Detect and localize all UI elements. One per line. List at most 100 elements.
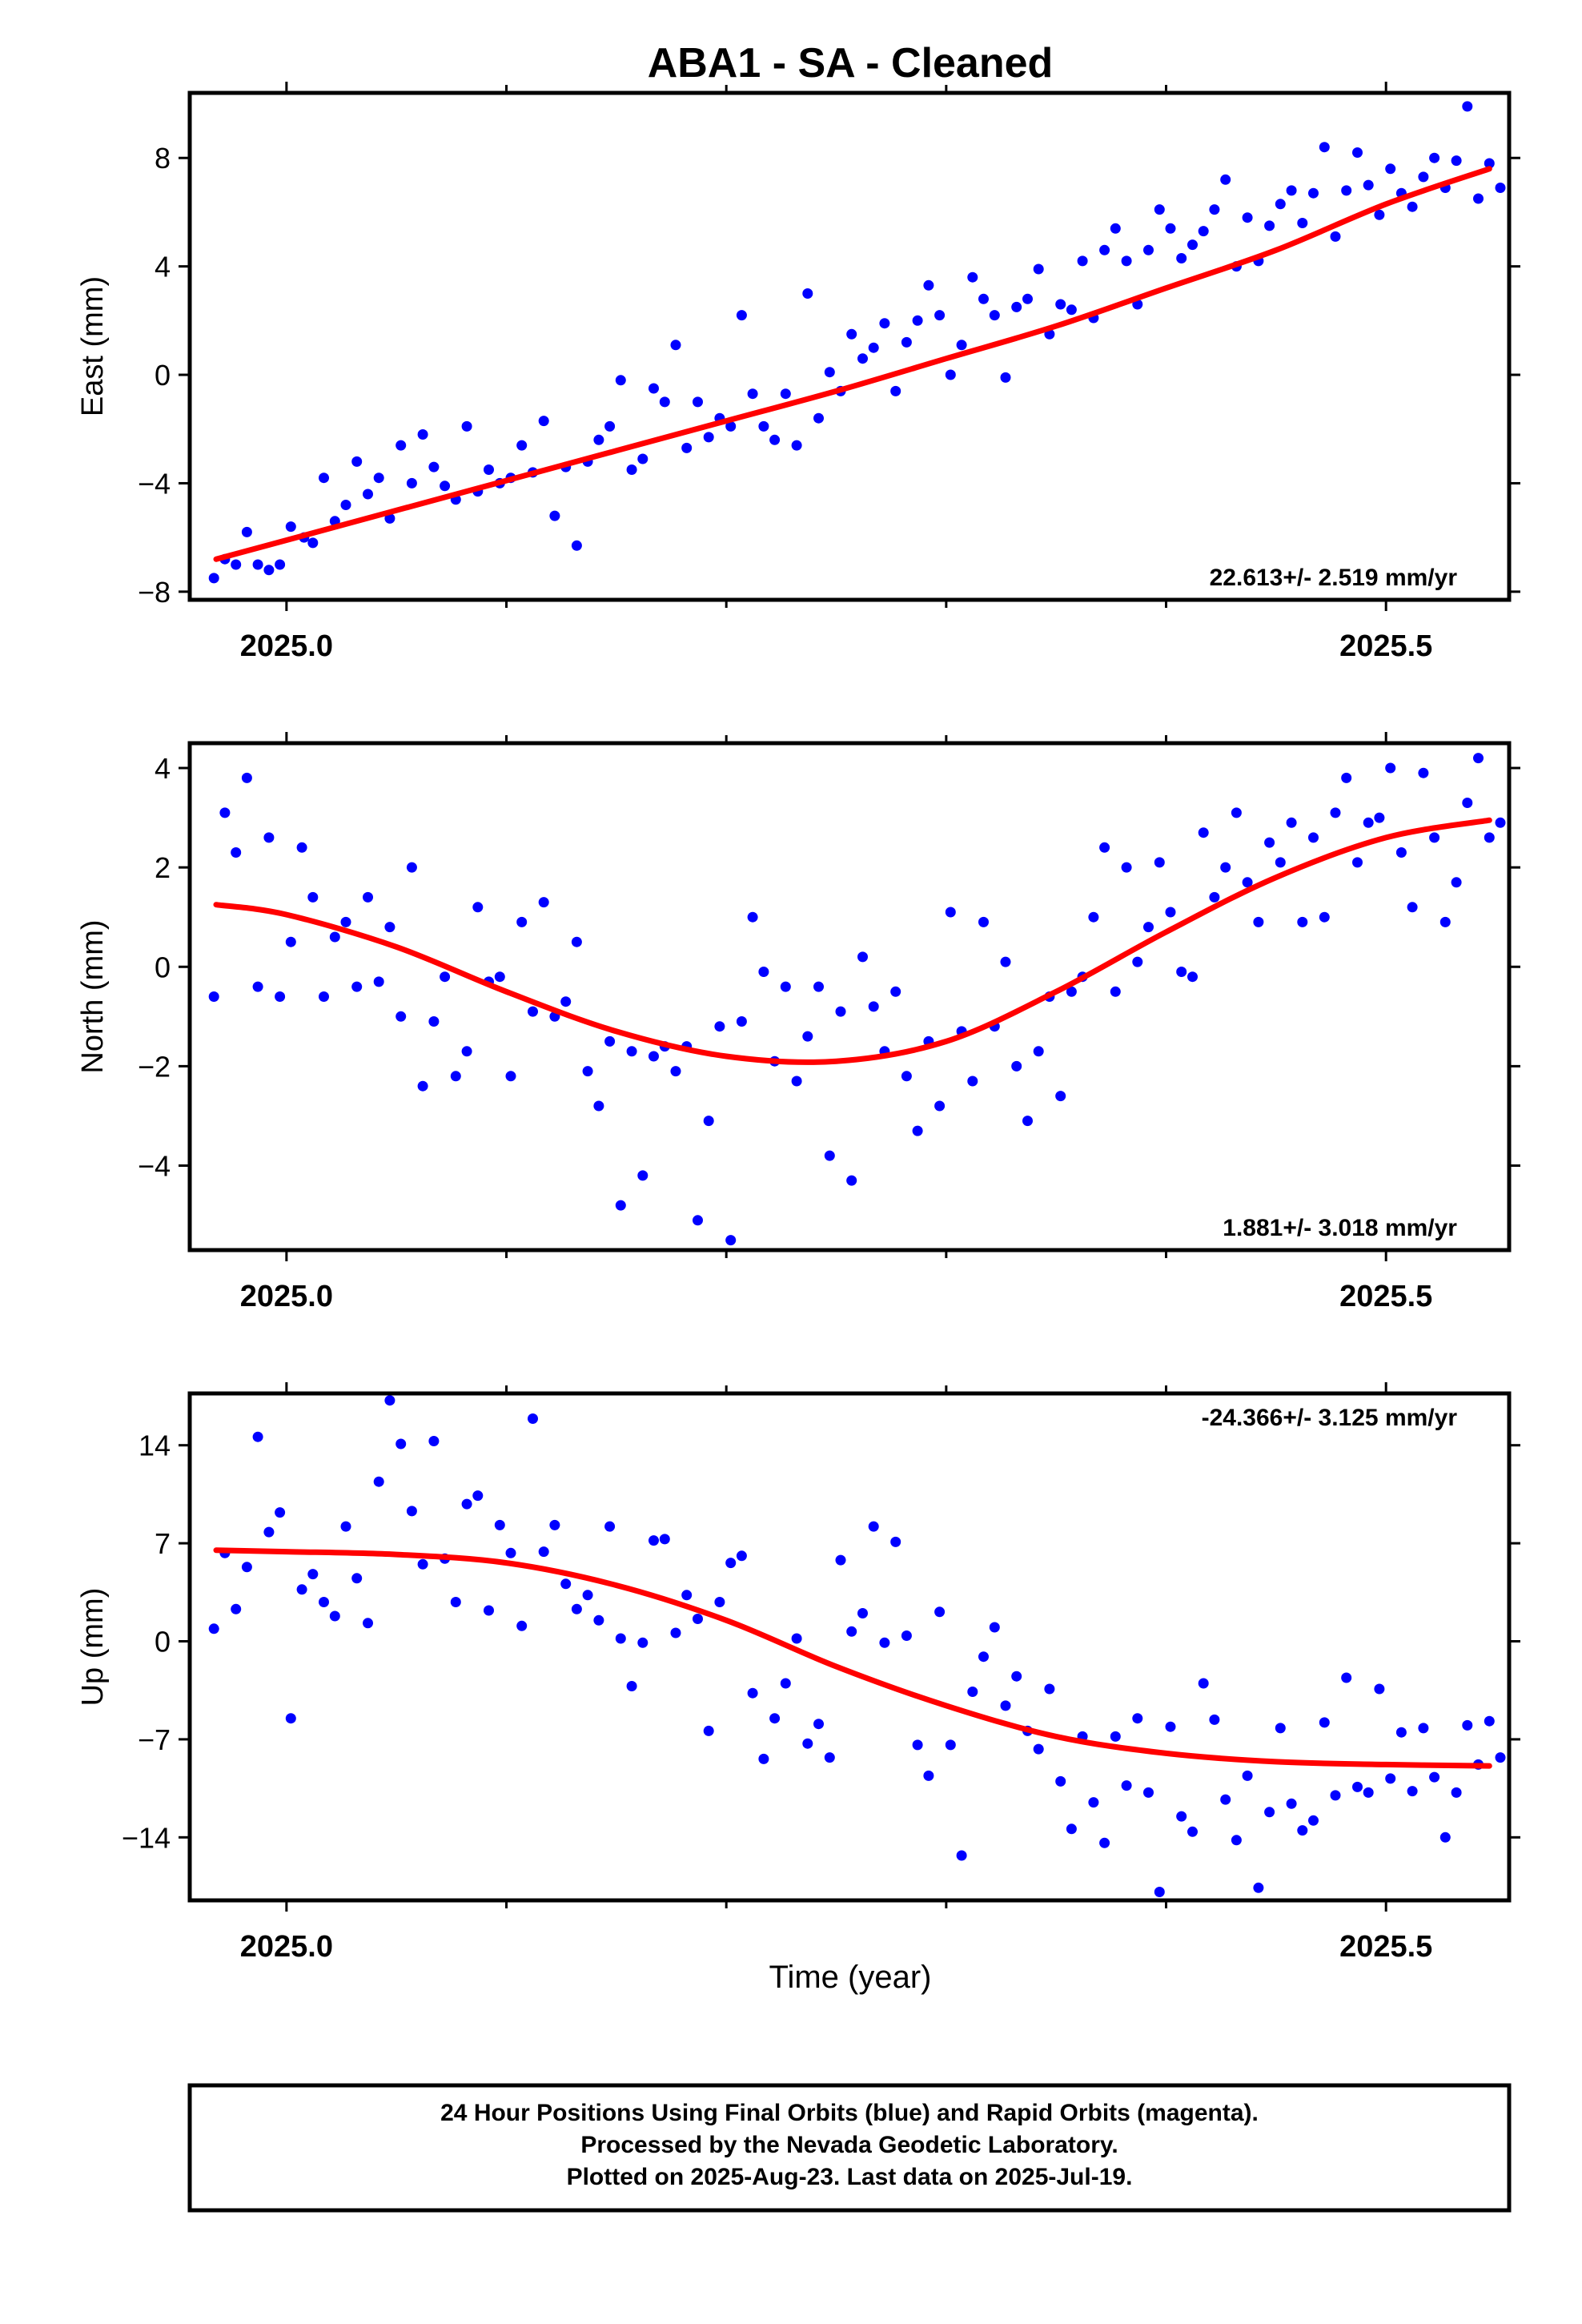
data-point bbox=[275, 559, 286, 570]
data-point bbox=[1341, 772, 1352, 783]
data-point bbox=[1330, 231, 1341, 242]
data-point bbox=[285, 1713, 296, 1724]
data-point bbox=[1055, 299, 1066, 310]
footer-line-2: Processed by the Nevada Geodetic Laborat… bbox=[580, 2132, 1118, 2158]
data-point bbox=[857, 951, 868, 963]
data-point bbox=[1187, 239, 1198, 251]
data-point bbox=[396, 1438, 407, 1449]
data-point bbox=[549, 1519, 560, 1530]
data-point bbox=[307, 891, 319, 903]
data-point bbox=[868, 342, 879, 353]
y-tick-label: 4 bbox=[155, 752, 171, 785]
data-point bbox=[1033, 1046, 1044, 1057]
data-point bbox=[659, 1534, 670, 1545]
data-point bbox=[978, 916, 989, 927]
data-point bbox=[912, 1125, 923, 1136]
data-point bbox=[846, 328, 857, 340]
data-point bbox=[637, 1637, 648, 1648]
y-tick-label: 0 bbox=[155, 1626, 171, 1659]
data-point bbox=[780, 388, 791, 400]
data-point bbox=[1418, 1723, 1429, 1734]
data-point bbox=[978, 1651, 989, 1663]
data-point bbox=[417, 1558, 428, 1570]
data-point bbox=[604, 1035, 616, 1047]
data-point bbox=[373, 1476, 384, 1487]
data-point bbox=[934, 1100, 946, 1112]
data-point bbox=[417, 1080, 428, 1092]
y-tick-label: −2 bbox=[138, 1050, 171, 1083]
data-point bbox=[1484, 832, 1495, 843]
y-tick-label: −4 bbox=[138, 1150, 171, 1183]
data-point bbox=[1066, 304, 1077, 316]
data-point bbox=[1220, 862, 1231, 873]
data-point bbox=[747, 1687, 758, 1699]
up-rate-label: -24.366+/- 3.125 mm/yr bbox=[1202, 1405, 1458, 1431]
data-point bbox=[890, 385, 901, 396]
data-point bbox=[1044, 1683, 1055, 1695]
data-point bbox=[714, 1021, 725, 1032]
footer-line-3: Plotted on 2025-Aug-23. Last data on 202… bbox=[567, 2164, 1133, 2190]
data-point bbox=[1209, 891, 1220, 903]
data-point bbox=[461, 1046, 472, 1057]
data-point bbox=[879, 1637, 890, 1648]
data-point bbox=[571, 1603, 582, 1614]
data-point bbox=[978, 293, 989, 304]
data-point bbox=[241, 526, 252, 537]
data-point bbox=[1451, 877, 1462, 888]
data-point bbox=[1473, 753, 1484, 764]
data-point bbox=[626, 464, 637, 475]
data-point bbox=[516, 1620, 528, 1631]
data-point bbox=[1495, 817, 1506, 828]
data-point bbox=[1308, 832, 1319, 843]
data-point bbox=[1077, 255, 1088, 267]
footer-line-1: 24 Hour Positions Using Final Orbits (bl… bbox=[440, 2100, 1259, 2126]
data-point bbox=[1209, 1714, 1220, 1725]
east-fit-line bbox=[213, 166, 1492, 562]
data-point bbox=[1143, 244, 1154, 255]
data-point bbox=[1198, 1678, 1209, 1689]
data-point bbox=[1418, 767, 1429, 778]
data-point bbox=[1297, 218, 1308, 228]
x-tick-label: 2025.5 bbox=[1339, 1930, 1432, 1964]
data-point bbox=[231, 847, 242, 858]
data-point bbox=[813, 1719, 824, 1730]
data-point bbox=[923, 279, 934, 291]
data-point bbox=[275, 1507, 286, 1518]
data-point bbox=[1418, 171, 1429, 183]
data-point bbox=[252, 559, 263, 570]
data-point bbox=[736, 310, 747, 321]
data-point bbox=[1099, 244, 1110, 255]
data-point bbox=[472, 902, 484, 913]
data-point bbox=[945, 369, 956, 380]
data-point bbox=[593, 1100, 604, 1112]
data-point bbox=[363, 891, 373, 903]
data-point bbox=[1110, 223, 1121, 234]
data-point bbox=[890, 986, 901, 997]
data-point bbox=[1110, 1731, 1121, 1742]
data-point bbox=[1395, 1727, 1407, 1738]
data-point bbox=[208, 991, 219, 1002]
data-point bbox=[494, 1519, 505, 1530]
data-point bbox=[1462, 798, 1473, 808]
data-point bbox=[1121, 862, 1132, 873]
data-point bbox=[340, 500, 351, 510]
data-point bbox=[275, 991, 286, 1002]
y-tick-label: 8 bbox=[155, 142, 171, 175]
data-point bbox=[428, 461, 440, 472]
y-tick-label: 14 bbox=[139, 1429, 171, 1462]
data-point bbox=[1099, 1837, 1110, 1848]
up-panel: −14 −7 0 7 14 2025.0 2025.5 Up (mm) -24.366+/- 3… bbox=[76, 1382, 1520, 1964]
x-tick-label: 2025.0 bbox=[240, 1280, 333, 1313]
data-point bbox=[901, 336, 912, 348]
data-point bbox=[1385, 163, 1396, 175]
data-point bbox=[868, 1001, 879, 1012]
data-point bbox=[1363, 179, 1374, 191]
y-tick-label: −4 bbox=[138, 467, 171, 500]
data-point bbox=[802, 1031, 813, 1042]
data-point bbox=[824, 1752, 835, 1763]
data-point bbox=[648, 1051, 659, 1062]
data-point bbox=[1363, 817, 1374, 828]
up-y-axis-label: Up (mm) bbox=[76, 1588, 110, 1707]
y-tick-label: 0 bbox=[155, 359, 171, 392]
data-point bbox=[1187, 1826, 1198, 1837]
